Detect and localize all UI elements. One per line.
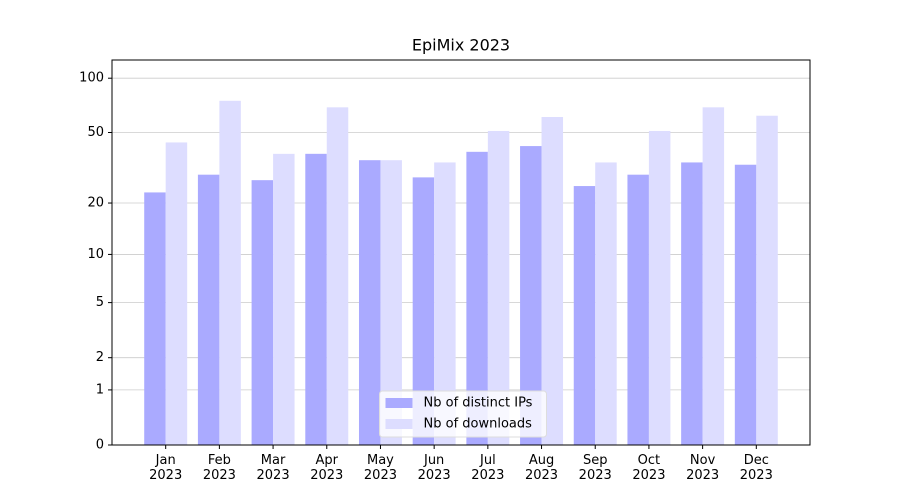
y-tick-label: 5 xyxy=(96,295,104,310)
bar xyxy=(487,130,510,445)
bar xyxy=(358,160,381,446)
chart-title: EpiMix 2023 xyxy=(412,36,510,55)
bar xyxy=(380,160,402,446)
bar xyxy=(165,142,188,445)
bar xyxy=(466,151,488,445)
bar xyxy=(627,174,649,445)
bar xyxy=(251,180,274,445)
bar xyxy=(756,115,778,445)
legend-label: Nb of distinct IPs xyxy=(424,396,533,411)
x-tick-label: Sep 2023 xyxy=(578,453,612,483)
y-tick-label: 20 xyxy=(87,196,104,211)
y-tick-label: 100 xyxy=(79,71,104,86)
bar xyxy=(595,162,617,445)
bar xyxy=(273,153,295,445)
bar xyxy=(219,100,241,445)
bar xyxy=(144,192,166,445)
bar xyxy=(648,130,671,445)
legend-swatch xyxy=(385,419,413,429)
x-tick-label: May 2023 xyxy=(363,453,397,483)
x-tick-label: Jan 2023 xyxy=(149,453,183,483)
bar xyxy=(541,116,564,445)
bar xyxy=(326,107,349,445)
bar xyxy=(573,186,596,445)
bar xyxy=(434,162,456,445)
y-tick-label: 1 xyxy=(96,382,104,397)
x-tick-label: Jun 2023 xyxy=(417,453,451,483)
y-tick-label: 50 xyxy=(87,125,104,140)
x-tick-label: Oct 2023 xyxy=(632,453,666,483)
y-tick-label: 0 xyxy=(96,438,104,453)
x-tick-label: Apr 2023 xyxy=(310,453,344,483)
x-tick-label: Aug 2023 xyxy=(524,453,559,483)
legend-label: Nb of downloads xyxy=(424,417,533,432)
bar xyxy=(520,146,542,445)
legend-swatch xyxy=(385,398,413,408)
x-tick-label: Feb 2023 xyxy=(202,453,236,483)
bar xyxy=(734,164,757,445)
bar xyxy=(702,107,725,445)
x-tick-label: Dec 2023 xyxy=(739,453,773,483)
y-tick-label: 10 xyxy=(87,247,104,262)
legend-box xyxy=(379,390,547,438)
plot-frame xyxy=(111,59,811,446)
x-tick-label: Jul 2023 xyxy=(471,453,505,483)
bar xyxy=(412,177,435,445)
bar xyxy=(305,153,327,445)
bar xyxy=(197,174,220,445)
bar xyxy=(681,162,703,445)
y-tick-label: 2 xyxy=(96,350,104,365)
x-tick-label: Nov 2023 xyxy=(686,453,720,483)
x-tick-label: Mar 2023 xyxy=(256,453,290,483)
